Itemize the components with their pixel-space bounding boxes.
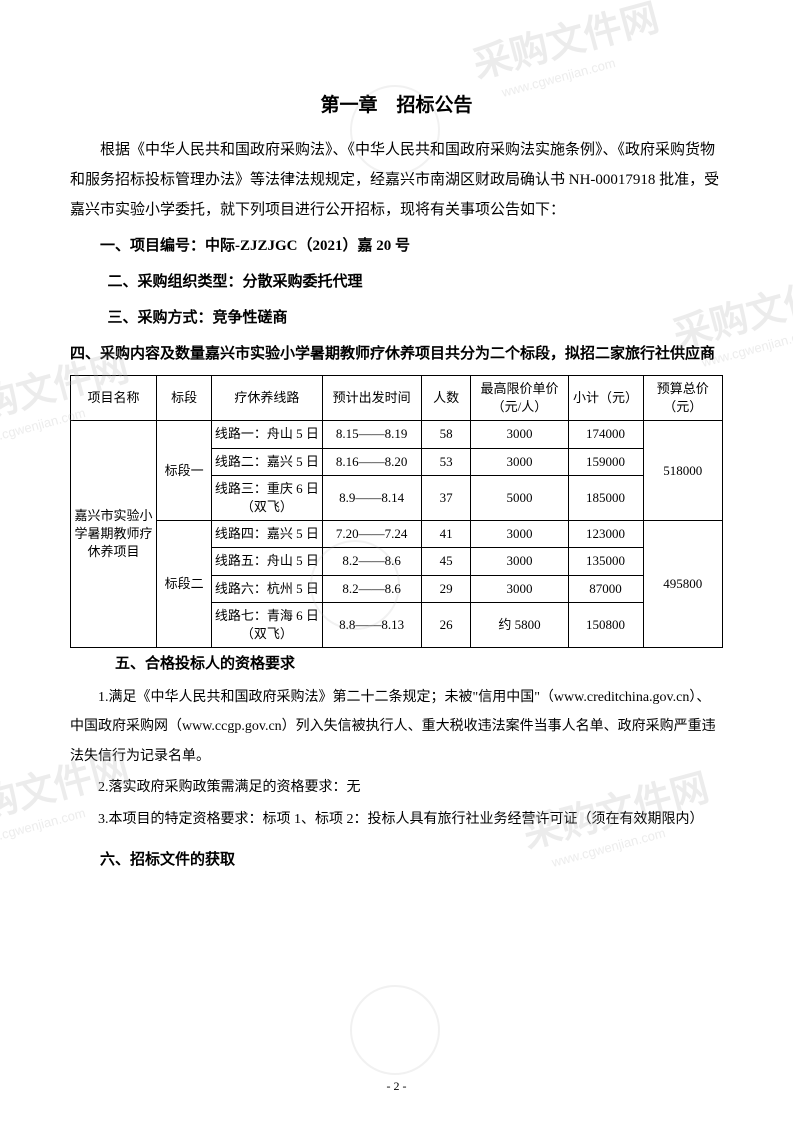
- cell-price: 5000: [471, 475, 568, 520]
- cell-subtotal: 87000: [568, 575, 643, 602]
- cell-time: 8.9——8.14: [322, 475, 421, 520]
- section-6-title: 六、招标文件的获取: [70, 848, 723, 869]
- th-people: 人数: [421, 376, 471, 421]
- cell-time: 8.15——8.19: [322, 421, 421, 448]
- cell-price: 3000: [471, 575, 568, 602]
- cell-route: 线路六：杭州 5 日: [212, 575, 322, 602]
- cell-time: 8.8——8.13: [322, 602, 421, 647]
- cell-budget: 518000: [643, 421, 722, 521]
- cell-subtotal: 185000: [568, 475, 643, 520]
- requirement-1: 1.满足《中华人民共和国政府采购法》第二十二条规定；未被"信用中国"（www.c…: [70, 683, 723, 771]
- cell-project-name: 嘉兴市实验小学暑期教师疗休养项目: [71, 421, 157, 648]
- watermark: 采购文件网: [466, 0, 664, 89]
- cell-route: 线路三：重庆 6 日（双飞）: [212, 475, 322, 520]
- cell-subtotal: 123000: [568, 521, 643, 548]
- cell-price: 约 5800: [471, 602, 568, 647]
- cell-route: 线路一：舟山 5 日: [212, 421, 322, 448]
- table-header-row: 项目名称 标段 疗休养线路 预计出发时间 人数 最高限价单价（元/人） 小计（元…: [71, 376, 723, 421]
- th-price: 最高限价单价（元/人）: [471, 376, 568, 421]
- cell-budget: 495800: [643, 521, 722, 648]
- cell-people: 58: [421, 421, 471, 448]
- cell-route: 线路五：舟山 5 日: [212, 548, 322, 575]
- th-budget: 预算总价（元）: [643, 376, 722, 421]
- cell-people: 45: [421, 548, 471, 575]
- cell-people: 41: [421, 521, 471, 548]
- cell-subtotal: 174000: [568, 421, 643, 448]
- item-3: 三、采购方式：竞争性磋商: [70, 303, 723, 333]
- th-route: 疗休养线路: [212, 376, 322, 421]
- cell-route: 线路七：青海 6 日（双飞）: [212, 602, 322, 647]
- cell-time: 8.2——8.6: [322, 548, 421, 575]
- table-row: 嘉兴市实验小学暑期教师疗休养项目 标段一 线路一：舟山 5 日 8.15——8.…: [71, 421, 723, 448]
- chapter-title: 第一章 招标公告: [70, 90, 723, 117]
- cell-people: 29: [421, 575, 471, 602]
- section-5-title: 五、合格投标人的资格要求: [70, 652, 723, 673]
- cell-time: 8.16——8.20: [322, 448, 421, 475]
- procurement-table: 项目名称 标段 疗休养线路 预计出发时间 人数 最高限价单价（元/人） 小计（元…: [70, 375, 723, 648]
- cell-route: 线路四：嘉兴 5 日: [212, 521, 322, 548]
- cell-price: 3000: [471, 548, 568, 575]
- item-2: 二、采购组织类型：分散采购委托代理: [70, 267, 723, 297]
- cell-subtotal: 159000: [568, 448, 643, 475]
- section-4-title: 四、采购内容及数量嘉兴市实验小学暑期教师疗休养项目共分为二个标段，拟招二家旅行社…: [70, 339, 723, 369]
- page-number: - 2 -: [0, 1079, 793, 1094]
- cell-time: 7.20——7.24: [322, 521, 421, 548]
- th-subtotal: 小计（元）: [568, 376, 643, 421]
- cell-time: 8.2——8.6: [322, 575, 421, 602]
- cell-subtotal: 150800: [568, 602, 643, 647]
- cell-price: 3000: [471, 448, 568, 475]
- cell-subtotal: 135000: [568, 548, 643, 575]
- th-section: 标段: [157, 376, 212, 421]
- requirement-3: 3.本项目的特定资格要求：标项 1、标项 2：投标人具有旅行社业务经营许可证（须…: [70, 805, 723, 834]
- cell-price: 3000: [471, 421, 568, 448]
- cell-section: 标段二: [157, 521, 212, 648]
- circle-watermark: [350, 985, 440, 1075]
- requirement-2: 2.落实政府采购政策需满足的资格要求：无: [70, 773, 723, 802]
- cell-price: 3000: [471, 521, 568, 548]
- cell-people: 53: [421, 448, 471, 475]
- cell-people: 26: [421, 602, 471, 647]
- table-row: 标段二 线路四：嘉兴 5 日 7.20——7.24 41 3000 123000…: [71, 521, 723, 548]
- th-time: 预计出发时间: [322, 376, 421, 421]
- cell-route: 线路二：嘉兴 5 日: [212, 448, 322, 475]
- th-project: 项目名称: [71, 376, 157, 421]
- intro-paragraph: 根据《中华人民共和国政府采购法》、《中华人民共和国政府采购法实施条例》、《政府采…: [70, 135, 723, 225]
- cell-people: 37: [421, 475, 471, 520]
- cell-section: 标段一: [157, 421, 212, 521]
- item-1: 一、项目编号：中际-ZJZJGC（2021）嘉 20 号: [70, 231, 723, 261]
